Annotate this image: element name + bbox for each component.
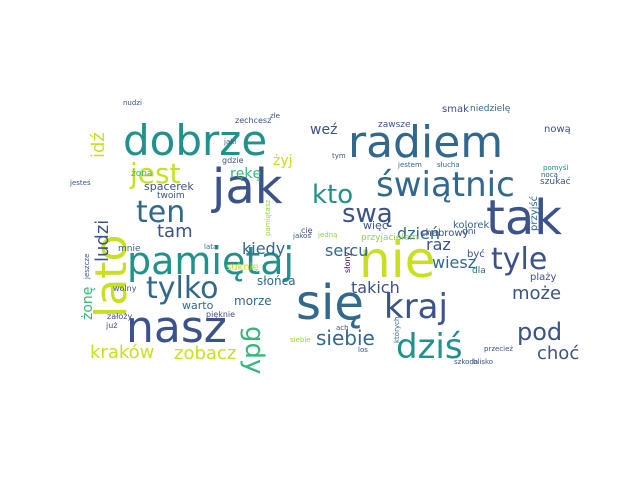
cloud-word: zle [270, 112, 280, 120]
cloud-word: nocą [541, 171, 558, 179]
cloud-word: swą [342, 199, 393, 229]
cloud-word: żyj [273, 153, 293, 169]
cloud-word: pod [517, 318, 562, 346]
cloud-word: kraków [90, 342, 154, 363]
cloud-word: ten [136, 195, 185, 230]
cloud-word: kraj [384, 287, 448, 327]
cloud-word: przyjść [528, 196, 540, 231]
cloud-word: już [105, 321, 118, 330]
cloud-word: żonę [80, 287, 96, 320]
cloud-word: gdzie [222, 156, 244, 165]
cloud-word: weź [310, 122, 337, 138]
cloud-word: lato [86, 235, 137, 318]
cloud-word: chabrowy [420, 228, 469, 239]
cloud-word: raz [426, 235, 451, 254]
cloud-word: jestem [397, 161, 422, 169]
cloud-word: mnie [118, 244, 141, 254]
cloud-word: być [467, 248, 485, 260]
cloud-word: radiem [348, 117, 503, 168]
cloud-word: idź [88, 132, 109, 158]
cloud-word: nudzi [123, 99, 142, 107]
cloud-word: pamiętaj [127, 239, 294, 283]
cloud-canvas [80, 100, 560, 360]
cloud-word: tak [486, 190, 562, 246]
cloud-word: szukać [540, 176, 571, 187]
cloud-word: rękę [230, 166, 261, 182]
cloud-word: słońca [257, 274, 296, 288]
cloud-word: dla [472, 266, 486, 276]
cloud-word: siebie [290, 336, 311, 344]
cloud-word: dzień [397, 224, 440, 243]
cloud-word: szkoda [454, 358, 478, 366]
cloud-word: takich [351, 278, 400, 297]
cloud-word: blisko [473, 358, 493, 366]
cloud-word: zawsze [378, 120, 411, 130]
cloud-word: tylko [146, 271, 219, 306]
cloud-word: pięknie [206, 310, 235, 319]
cloud-word: dziś [396, 327, 463, 367]
cloud-word: może [512, 283, 561, 304]
cloud-word: przyjacielem [361, 233, 418, 243]
cloud-word: nie [359, 231, 435, 289]
cloud-word: ludzi [92, 220, 113, 262]
cloud-word: spacerek [144, 180, 194, 193]
cloud-word: zobacz [174, 343, 236, 364]
cloud-word: cię [301, 226, 313, 235]
cloud-word: jeszcze [83, 254, 91, 280]
cloud-word: których [393, 317, 401, 343]
cloud-word: wiesz [432, 253, 476, 272]
cloud-word: nasz [126, 302, 227, 353]
cloud-word: smak [442, 104, 469, 115]
cloud-word: dobrze [123, 116, 267, 165]
cloud-word: pamiętasz [264, 200, 272, 236]
cloud-word: się [296, 275, 364, 331]
cloud-word: jedną [317, 231, 337, 239]
cloud-word: słucha [437, 161, 460, 169]
cloud-word: żona [131, 169, 152, 179]
cloud-word: świątnic [376, 165, 515, 205]
cloud-word: gdy [239, 326, 269, 374]
cloud-word: sercu [325, 241, 368, 260]
cloud-word: jest [129, 157, 181, 190]
cloud-word: więc [363, 219, 388, 232]
cloud-word: przecież [484, 345, 513, 353]
cloud-word: los [358, 346, 368, 354]
cloud-word: jakoś [292, 232, 311, 240]
cloud-word: słony [343, 252, 352, 273]
cloud-word: kolorek [453, 220, 489, 231]
cloud-word: wolny [113, 284, 137, 293]
cloud-word: morze [234, 294, 272, 308]
cloud-word: pomyśl [543, 164, 568, 172]
cloud-word: dni [462, 227, 476, 237]
cloud-word: nową [544, 124, 571, 135]
cloud-word: warto [182, 299, 214, 312]
cloud-word: tym [332, 152, 346, 160]
cloud-word: jesteś [69, 179, 91, 187]
cloud-word: jaki [223, 138, 236, 146]
cloud-word: choć [537, 343, 579, 364]
cloud-word: kto [312, 180, 353, 210]
cloud-word: tyle [491, 242, 547, 277]
cloud-word: założy [107, 312, 132, 321]
cloud-word: twoim [157, 191, 185, 201]
cloud-word: niedzielę [470, 104, 511, 114]
cloud-word: tam [157, 221, 193, 242]
cloud-word: suknię [226, 262, 259, 273]
cloud-word: ach [336, 324, 349, 332]
cloud-word: jak [211, 159, 283, 215]
cloud-word: siebie [316, 326, 375, 350]
cloud-word: lata [204, 243, 217, 251]
cloud-word: kiedy [242, 239, 285, 258]
cloud-word: plaży [530, 272, 557, 283]
cloud-word: zechcesz [235, 116, 271, 125]
